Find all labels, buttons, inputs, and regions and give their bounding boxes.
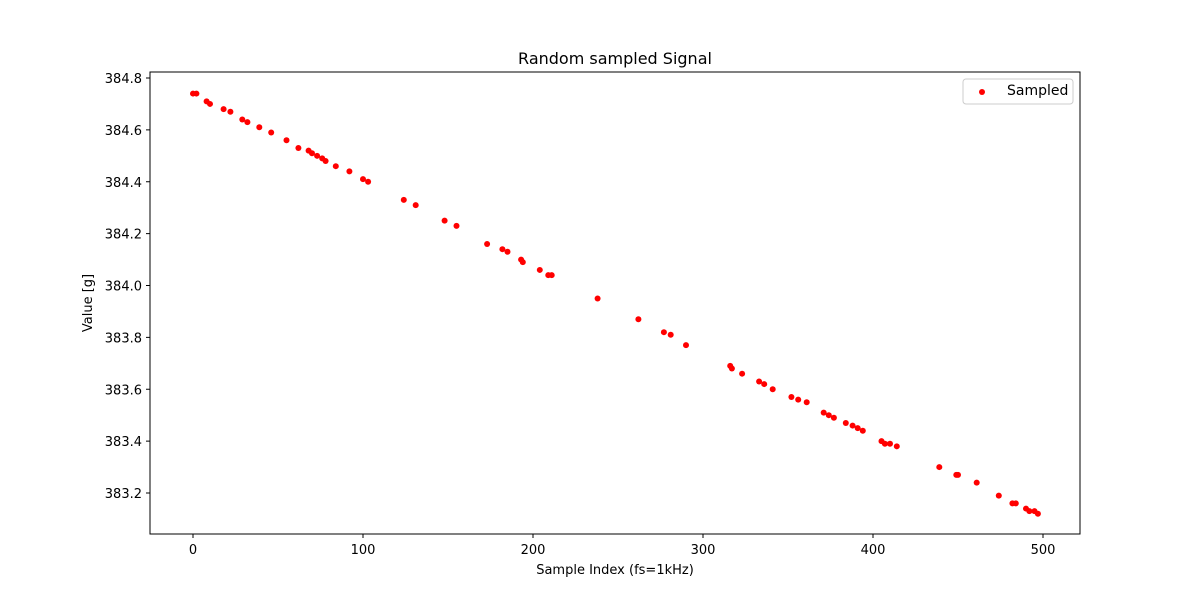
data-point [1012, 500, 1019, 507]
data-point [761, 381, 768, 388]
data-point [365, 178, 372, 185]
data-point [893, 443, 900, 450]
y-tick-label: 384.4 [105, 176, 142, 191]
data-point [268, 129, 275, 136]
y-tick-label: 383.8 [105, 331, 142, 346]
data-point [484, 241, 491, 247]
axes-frame [149, 71, 1081, 535]
y-tick-label: 383.4 [105, 435, 142, 450]
x-tick-label: 300 [691, 543, 716, 558]
data-point [830, 414, 837, 421]
y-axis-label: Value [g] [81, 274, 96, 332]
data-point [256, 124, 263, 131]
data-point [519, 259, 526, 266]
y-tick-label: 384.6 [105, 124, 142, 139]
legend-label-sampled: Sampled [1007, 83, 1068, 99]
legend: Sampled [962, 78, 1074, 105]
data-point [820, 409, 827, 416]
data-point [683, 342, 689, 349]
data-point [803, 399, 810, 406]
data-point [332, 163, 339, 170]
x-tick-label: 0 [189, 543, 197, 558]
data-point [842, 419, 849, 426]
x-tick-label: 100 [351, 543, 376, 558]
data-point [859, 427, 866, 434]
x-axis-ticks: 0 100 200 300 400 500 [189, 534, 1056, 558]
x-tick-label: 400 [861, 543, 886, 558]
y-tick-label: 384.0 [105, 280, 142, 295]
data-point [955, 471, 961, 478]
data-point [314, 152, 321, 159]
data-point [1026, 508, 1033, 515]
data-point [728, 365, 735, 372]
data-point [412, 202, 419, 209]
data-point [283, 137, 290, 144]
data-point [346, 168, 353, 175]
data-point [660, 329, 667, 336]
data-point [936, 464, 943, 471]
data-point [635, 316, 642, 323]
data-point [881, 440, 888, 447]
data-point [769, 386, 776, 393]
data-point [239, 116, 246, 123]
y-axis-ticks: 383.2 383.4 383.6 383.8 384.0 384.2 384.4 384.6… [105, 72, 150, 502]
plot-area [190, 90, 1041, 517]
data-point [739, 370, 746, 377]
data-point [499, 246, 506, 253]
data-point [453, 222, 460, 229]
data-point [1034, 510, 1041, 517]
data-point [220, 106, 227, 113]
data-point [995, 492, 1002, 499]
data-point [295, 145, 302, 152]
data-point [360, 176, 366, 183]
data-point [227, 108, 234, 115]
data-point [854, 425, 861, 432]
data-point [756, 378, 763, 385]
data-point [400, 196, 407, 203]
data-point [244, 119, 251, 126]
legend-marker-icon [979, 89, 985, 95]
data-point [594, 295, 601, 302]
legend-box [962, 78, 1074, 105]
data-point [548, 272, 555, 279]
data-point [849, 422, 856, 429]
data-point [667, 331, 674, 338]
data-point [309, 150, 315, 157]
data-point [193, 90, 200, 97]
data-point [887, 440, 893, 447]
chart-title: Random sampled Signal [518, 49, 712, 68]
data-point [825, 412, 832, 419]
data-point [788, 394, 795, 401]
x-axis-label: Sample Index (fs=1kHz) [536, 563, 694, 578]
data-point [504, 248, 511, 255]
data-point [536, 266, 543, 273]
data-point [973, 479, 980, 486]
y-tick-label: 384.8 [105, 72, 142, 87]
data-point [441, 217, 448, 224]
x-tick-label: 200 [521, 543, 546, 558]
data-point [207, 100, 213, 107]
data-point [795, 396, 802, 403]
data-point [322, 158, 329, 164]
y-tick-label: 383.6 [105, 383, 142, 398]
x-tick-label: 500 [1031, 543, 1056, 558]
y-tick-label: 383.2 [105, 487, 142, 502]
y-tick-label: 384.2 [105, 228, 142, 243]
